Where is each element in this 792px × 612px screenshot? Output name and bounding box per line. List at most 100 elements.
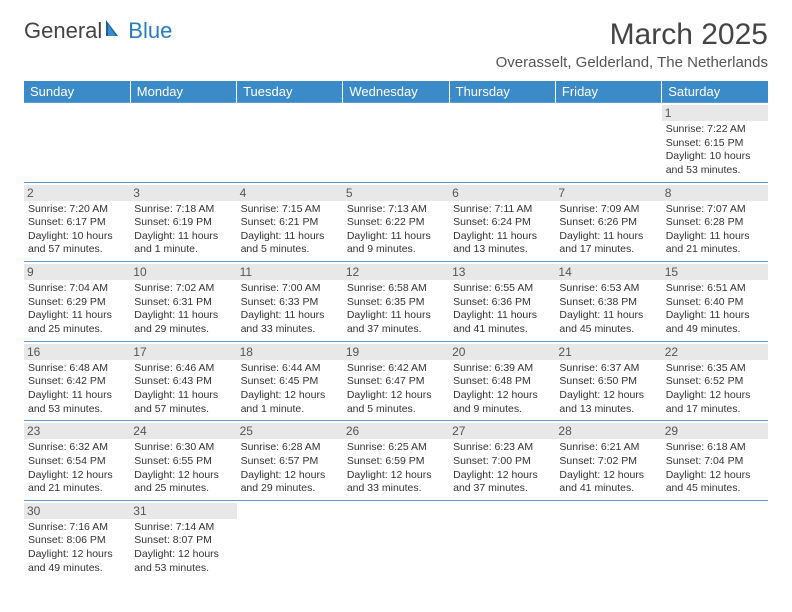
- calendar-day-cell: [555, 500, 661, 579]
- calendar-day-cell: 12Sunrise: 6:58 AMSunset: 6:35 PMDayligh…: [343, 262, 449, 342]
- day-details: Sunrise: 6:48 AMSunset: 6:42 PMDaylight:…: [28, 362, 126, 417]
- page-title: March 2025: [496, 18, 768, 52]
- day-details: Sunrise: 6:25 AMSunset: 6:59 PMDaylight:…: [347, 441, 445, 496]
- calendar-week-row: 1 Sunrise: 7:22 AMSunset: 6:15 PMDaylight…: [24, 103, 768, 183]
- day-details: Sunrise: 6:53 AMSunset: 6:38 PMDaylight:…: [559, 282, 657, 337]
- logo-text-general: General: [24, 18, 102, 44]
- day-number: 10: [130, 264, 236, 280]
- day-number: 3: [130, 185, 236, 201]
- day-details: Sunrise: 6:21 AMSunset: 7:02 PMDaylight:…: [559, 441, 657, 496]
- day-number: 28: [555, 423, 661, 439]
- day-number: 1: [662, 105, 768, 121]
- day-number: 8: [662, 185, 768, 201]
- day-number: 14: [555, 264, 661, 280]
- day-details: Sunrise: 7:20 AMSunset: 6:17 PMDaylight:…: [28, 203, 126, 258]
- calendar-day-cell: 28 Sunrise: 6:21 AMSunset: 7:02 PMDayligh…: [555, 421, 661, 501]
- day-details: Sunrise: 6:18 AMSunset: 7:04 PMDaylight:…: [666, 441, 764, 496]
- calendar-day-cell: [449, 500, 555, 579]
- sail-icon: [104, 18, 126, 44]
- weekday-header: Friday: [555, 81, 661, 103]
- calendar-day-cell: 31Sunrise: 7:14 AMSunset: 8:07 PMDayligh…: [130, 500, 236, 579]
- day-details: Sunrise: 7:02 AMSunset: 6:31 PMDaylight:…: [134, 282, 232, 337]
- calendar-day-cell: 23 Sunrise: 6:32 AMSunset: 6:54 PMDayligh…: [24, 421, 130, 501]
- calendar-day-cell: 22Sunrise: 6:35 AMSunset: 6:52 PMDayligh…: [662, 341, 768, 421]
- calendar-day-cell: 9 Sunrise: 7:04 AMSunset: 6:29 PMDaylight…: [24, 262, 130, 342]
- day-number: 15: [662, 264, 768, 280]
- day-number: 16: [24, 344, 130, 360]
- day-details: Sunrise: 7:09 AMSunset: 6:26 PMDaylight:…: [559, 203, 657, 258]
- day-details: Sunrise: 6:32 AMSunset: 6:54 PMDaylight:…: [28, 441, 126, 496]
- day-number: 30: [24, 503, 130, 519]
- day-number: 17: [130, 344, 236, 360]
- calendar-day-cell: 13 Sunrise: 6:55 AMSunset: 6:36 PMDayligh…: [449, 262, 555, 342]
- calendar-day-cell: 11 Sunrise: 7:00 AMSunset: 6:33 PMDayligh…: [237, 262, 343, 342]
- calendar-day-cell: 26 Sunrise: 6:25 AMSunset: 6:59 PMDayligh…: [343, 421, 449, 501]
- weekday-header: Tuesday: [237, 81, 343, 103]
- calendar-day-cell: [343, 103, 449, 183]
- calendar-day-cell: [237, 103, 343, 183]
- day-number: 11: [237, 264, 343, 280]
- calendar-day-cell: 30Sunrise: 7:16 AMSunset: 8:06 PMDayligh…: [24, 500, 130, 579]
- calendar-day-cell: 3 Sunrise: 7:18 AMSunset: 6:19 PMDaylight…: [130, 182, 236, 262]
- calendar-day-cell: 8 Sunrise: 7:07 AMSunset: 6:28 PMDaylight…: [662, 182, 768, 262]
- day-details: Sunrise: 6:42 AMSunset: 6:47 PMDaylight:…: [347, 362, 445, 417]
- calendar-day-cell: [130, 103, 236, 183]
- weekday-header: Monday: [130, 81, 236, 103]
- calendar-day-cell: 27 Sunrise: 6:23 AMSunset: 7:00 PMDayligh…: [449, 421, 555, 501]
- day-details: Sunrise: 7:07 AMSunset: 6:28 PMDaylight:…: [666, 203, 764, 258]
- day-details: Sunrise: 7:15 AMSunset: 6:21 PMDaylight:…: [241, 203, 339, 258]
- calendar-week-row: 9 Sunrise: 7:04 AMSunset: 6:29 PMDaylight…: [24, 262, 768, 342]
- day-number: 7: [555, 185, 661, 201]
- day-number: 31: [130, 503, 236, 519]
- day-number: 6: [449, 185, 555, 201]
- title-block: March 2025 Overasselt, Gelderland, The N…: [496, 18, 768, 75]
- weekday-header: Saturday: [662, 81, 768, 103]
- day-details: Sunrise: 7:00 AMSunset: 6:33 PMDaylight:…: [241, 282, 339, 337]
- day-details: Sunrise: 6:44 AMSunset: 6:45 PMDaylight:…: [241, 362, 339, 417]
- logo-text-blue: Blue: [128, 18, 172, 44]
- calendar-day-cell: [24, 103, 130, 183]
- calendar-week-row: 30Sunrise: 7:16 AMSunset: 8:06 PMDayligh…: [24, 500, 768, 579]
- day-number: 22: [662, 344, 768, 360]
- weekday-header-row: Sunday Monday Tuesday Wednesday Thursday…: [24, 81, 768, 103]
- day-number: 24: [130, 423, 236, 439]
- day-number: 21: [555, 344, 661, 360]
- weekday-header: Thursday: [449, 81, 555, 103]
- calendar-day-cell: 14 Sunrise: 6:53 AMSunset: 6:38 PMDayligh…: [555, 262, 661, 342]
- day-details: Sunrise: 6:37 AMSunset: 6:50 PMDaylight:…: [559, 362, 657, 417]
- day-number: 23: [24, 423, 130, 439]
- day-details: Sunrise: 6:55 AMSunset: 6:36 PMDaylight:…: [453, 282, 551, 337]
- calendar-day-cell: [343, 500, 449, 579]
- day-details: Sunrise: 6:23 AMSunset: 7:00 PMDaylight:…: [453, 441, 551, 496]
- header: General Blue March 2025 Overasselt, Geld…: [24, 18, 768, 75]
- day-number: 29: [662, 423, 768, 439]
- calendar-day-cell: 17Sunrise: 6:46 AMSunset: 6:43 PMDayligh…: [130, 341, 236, 421]
- day-number: 26: [343, 423, 449, 439]
- calendar-day-cell: [237, 500, 343, 579]
- calendar-day-cell: 5Sunrise: 7:13 AMSunset: 6:22 PMDaylight…: [343, 182, 449, 262]
- day-number: 13: [449, 264, 555, 280]
- day-number: 2: [24, 185, 130, 201]
- day-details: Sunrise: 6:58 AMSunset: 6:35 PMDaylight:…: [347, 282, 445, 337]
- calendar-day-cell: 20Sunrise: 6:39 AMSunset: 6:48 PMDayligh…: [449, 341, 555, 421]
- calendar-week-row: 16 Sunrise: 6:48 AMSunset: 6:42 PMDayligh…: [24, 341, 768, 421]
- day-details: Sunrise: 7:04 AMSunset: 6:29 PMDaylight:…: [28, 282, 126, 337]
- day-details: Sunrise: 7:22 AMSunset: 6:15 PMDaylight:…: [666, 123, 764, 178]
- calendar-day-cell: 16 Sunrise: 6:48 AMSunset: 6:42 PMDayligh…: [24, 341, 130, 421]
- location-text: Overasselt, Gelderland, The Netherlands: [496, 54, 768, 71]
- calendar-day-cell: 2 Sunrise: 7:20 AMSunset: 6:17 PMDaylight…: [24, 182, 130, 262]
- day-details: Sunrise: 7:11 AMSunset: 6:24 PMDaylight:…: [453, 203, 551, 258]
- day-number: 4: [237, 185, 343, 201]
- calendar-day-cell: 10 Sunrise: 7:02 AMSunset: 6:31 PMDayligh…: [130, 262, 236, 342]
- calendar-day-cell: 1 Sunrise: 7:22 AMSunset: 6:15 PMDaylight…: [662, 103, 768, 183]
- day-number: 19: [343, 344, 449, 360]
- calendar-day-cell: 25Sunrise: 6:28 AMSunset: 6:57 PMDayligh…: [237, 421, 343, 501]
- day-details: Sunrise: 6:51 AMSunset: 6:40 PMDaylight:…: [666, 282, 764, 337]
- day-details: Sunrise: 7:18 AMSunset: 6:19 PMDaylight:…: [134, 203, 232, 258]
- day-details: Sunrise: 6:39 AMSunset: 6:48 PMDaylight:…: [453, 362, 551, 417]
- calendar-day-cell: 29 Sunrise: 6:18 AMSunset: 7:04 PMDayligh…: [662, 421, 768, 501]
- day-details: Sunrise: 6:28 AMSunset: 6:57 PMDaylight:…: [241, 441, 339, 496]
- calendar-day-cell: [449, 103, 555, 183]
- day-number: 27: [449, 423, 555, 439]
- day-number: 9: [24, 264, 130, 280]
